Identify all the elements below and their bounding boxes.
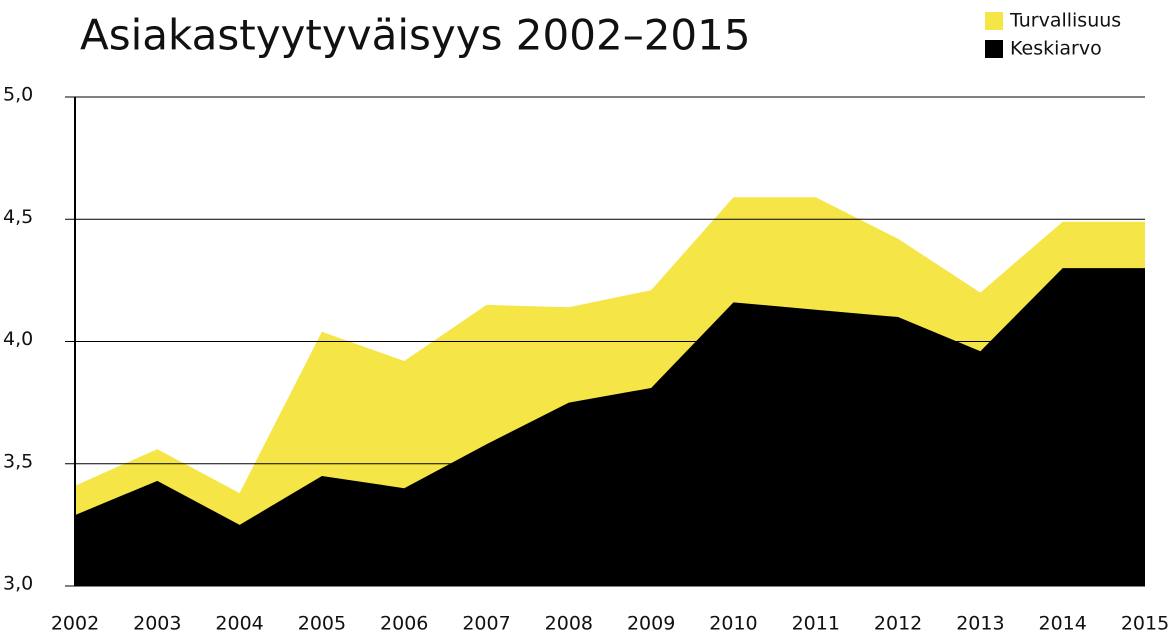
x-tick-label: 2013	[956, 613, 1004, 635]
x-tick-label: 2004	[215, 613, 263, 635]
y-tick-label: 3,5	[3, 450, 33, 472]
x-tick-label: 2005	[298, 613, 346, 635]
x-tick-label: 2007	[462, 613, 510, 635]
y-tick-label: 4,5	[3, 206, 33, 228]
y-tick-label: 5,0	[3, 84, 33, 106]
legend-label: Keskiarvo	[1010, 38, 1102, 60]
x-tick-label: 2011	[792, 613, 840, 635]
area	[75, 268, 1145, 586]
x-tick-label: 2009	[627, 613, 675, 635]
x-tick-label: 2003	[133, 613, 181, 635]
y-tick-label: 3,0	[3, 573, 33, 595]
x-tick-label: 2014	[1039, 613, 1087, 635]
x-tick-label: 2010	[709, 613, 757, 635]
legend-label: Turvallisuus	[1009, 10, 1121, 32]
x-tick-label: 2006	[380, 613, 428, 635]
chart-title: Asiakastyytyväisyys 2002–2015	[80, 11, 751, 60]
y-tick-label: 4,0	[3, 328, 33, 350]
x-tick-label: 2012	[874, 613, 922, 635]
x-tick-label: 2015	[1121, 613, 1169, 635]
legend-swatch	[985, 40, 1003, 58]
legend-swatch	[985, 12, 1003, 30]
x-tick-label: 2002	[51, 613, 99, 635]
x-tick-label: 2008	[545, 613, 593, 635]
